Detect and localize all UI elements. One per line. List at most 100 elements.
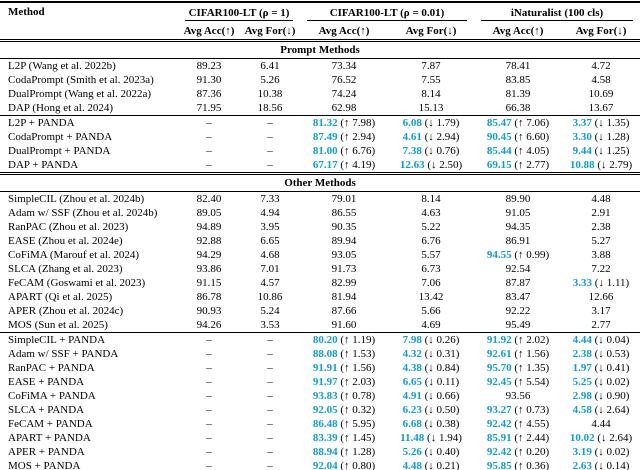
- value-cell: 2.98 (↓ 0.90): [562, 389, 640, 403]
- value-cell: 89.23: [196, 60, 222, 72]
- value-cell: 91.30: [196, 74, 222, 86]
- highlight-value: 2.38: [572, 348, 592, 360]
- highlight-value: 92.42: [486, 418, 512, 430]
- value-cell: 94.26: [196, 319, 222, 331]
- value-cell: 2.38 (↓ 0.53): [562, 347, 640, 361]
- method-cell: MOS (Sun et al. 2025): [8, 319, 108, 331]
- table-row: CodaPrompt + PANDA – –87.49 (↑ 2.94) 4.61 (…: [0, 130, 640, 144]
- value-cell: 92.42 (↑ 0.20): [474, 445, 562, 459]
- value-cell: 80.20 (↑ 1.19): [300, 332, 388, 347]
- highlight-value: 6.23: [402, 404, 422, 416]
- value-cell: 4.58: [591, 74, 611, 86]
- method-cell: DAP + PANDA: [8, 159, 79, 171]
- delta-value: (↑ 6.76): [340, 145, 376, 157]
- value-cell: 81.32 (↑ 7.98): [300, 115, 388, 130]
- value-cell: 94.29: [196, 249, 222, 261]
- value-cell: 3.30 (↓ 1.28): [562, 130, 640, 144]
- value-cell: –: [240, 332, 300, 347]
- table-row: RanPAC + PANDA – –91.91 (↑ 1.56) 4.38 (↓ 0.…: [0, 361, 640, 375]
- table-row: SLCA (Zhang et al. 2023) 93.86 7.01 91.73 6.…: [0, 262, 640, 276]
- table-row: Adam w/ SSF + PANDA – –88.08 (↑ 1.53) 4.32 …: [0, 347, 640, 361]
- value-cell: 89.94: [331, 235, 357, 247]
- table-row: L2P + PANDA – –81.32 (↑ 7.98) 6.08 (↓ 1.79)…: [0, 115, 640, 130]
- value-cell: 4.44: [591, 418, 611, 430]
- value-cell: 4.32 (↓ 0.31): [388, 347, 474, 361]
- value-cell: –: [206, 159, 212, 171]
- method-cell: FeCAM + PANDA: [8, 418, 93, 430]
- value-cell: 7.01: [260, 263, 280, 275]
- value-cell: 93.27 (↑ 0.73): [474, 403, 562, 417]
- section-header-row: Other Methods: [0, 172, 640, 192]
- value-cell: 3.33 (↓ 1.11): [562, 276, 640, 290]
- value-cell: 4.44 (↓ 0.04): [562, 332, 640, 347]
- value-cell: –: [178, 332, 240, 347]
- value-cell: 95.49: [505, 319, 531, 331]
- value-cell: 69.15 (↑ 2.77): [474, 158, 562, 174]
- value-cell: 10.69: [588, 88, 614, 100]
- table-row: MOS (Sun et al. 2025) 94.26 3.53 91.60 4.69 9…: [0, 318, 640, 333]
- table-row: CoFiMA + PANDA – –93.83 (↑ 0.78) 4.91 (↓ 0.…: [0, 389, 640, 403]
- delta-value: (↑ 0.78): [340, 390, 376, 402]
- delta-value: (↑ 1.56): [340, 362, 376, 374]
- value-cell: 4.48: [591, 193, 611, 205]
- value-cell: 62.98: [331, 102, 357, 114]
- table-row: APART (Qi et al. 2025) 86.78 10.86 81.94 13.…: [0, 290, 640, 304]
- highlight-value: 95.70: [486, 362, 512, 374]
- value-cell: 9.44 (↓ 1.25): [562, 144, 640, 158]
- method-cell: APER (Zhou et al. 2024c): [8, 305, 124, 317]
- table-row: FeCAM (Goswami et al. 2023) 91.15 4.57 82.9…: [0, 276, 640, 290]
- highlight-value: 6.65: [402, 376, 423, 388]
- value-cell: –: [267, 446, 273, 458]
- highlight-value: 87.49: [312, 131, 338, 143]
- table-row: APER + PANDA – –88.94 (↑ 1.28) 5.26 (↓ 0.40…: [0, 445, 640, 459]
- method-cell: MOS + PANDA: [8, 460, 81, 470]
- value-cell: 85.44 (↑ 4.05): [474, 144, 562, 158]
- delta-value: (↓ 0.41): [594, 362, 630, 374]
- value-cell: 6.76: [421, 235, 441, 247]
- delta-value: (↓ 0.38): [424, 418, 460, 430]
- highlight-value: 4.91: [402, 390, 422, 402]
- value-cell: –: [267, 145, 273, 157]
- value-cell: 67.17 (↑ 4.19): [300, 158, 388, 174]
- value-cell: 90.45 (↑ 6.60): [474, 130, 562, 144]
- value-cell: 4.68: [260, 249, 280, 261]
- value-cell: 7.98 (↓ 0.26): [388, 332, 474, 347]
- table-row: DualPrompt (Wang et al. 2022a) 87.36 10.38…: [0, 87, 640, 101]
- method-cell: Adam w/ SSF (Zhou et al. 2024b): [8, 207, 158, 219]
- value-cell: 66.38: [505, 102, 531, 114]
- value-cell: 92.42 (↑ 4.55): [474, 417, 562, 431]
- value-cell: 4.91 (↓ 0.66): [388, 389, 474, 403]
- value-cell: –: [267, 362, 273, 374]
- delta-value: (↓ 2.64): [597, 432, 633, 444]
- table-row: RanPAC (Zhou et al. 2023) 94.89 3.95 90.35 5…: [0, 220, 640, 234]
- value-cell: 92.05 (↑ 0.32): [300, 403, 388, 417]
- highlight-value: 9.44: [572, 145, 592, 157]
- delta-value: (↑ 4.55): [514, 418, 550, 430]
- highlight-value: 4.38: [402, 362, 422, 374]
- table-row: FeCAM + PANDA – –86.48 (↑ 5.95) 6.68 (↓ 0.3…: [0, 417, 640, 431]
- highlight-value: 4.32: [402, 348, 422, 360]
- delta-value: (↓ 0.84): [424, 362, 460, 374]
- table-row: SLCA + PANDA – –92.05 (↑ 0.32) 6.23 (↓ 0.50…: [0, 403, 640, 417]
- value-cell: 83.47: [505, 291, 531, 303]
- value-cell: 2.38: [591, 221, 611, 233]
- value-cell: 93.56: [505, 390, 531, 402]
- highlight-value: 4.44: [572, 334, 592, 346]
- delta-value: (↑ 2.03): [340, 376, 376, 388]
- value-cell: 92.54: [505, 263, 531, 275]
- method-cell: L2P (Wang et al. 2022b): [8, 60, 116, 72]
- table-row: SimpleCIL + PANDA – –80.20 (↑ 1.19) 7.98 (↓…: [0, 332, 640, 347]
- table-row: APER (Zhou et al. 2024c) 90.93 5.24 87.66 5.…: [0, 304, 640, 318]
- method-cell: L2P + PANDA: [0, 115, 178, 130]
- value-cell: 86.48 (↑ 5.95): [300, 417, 388, 431]
- value-cell: –: [267, 432, 273, 444]
- method-cell: DualPrompt + PANDA: [8, 145, 111, 157]
- col-header-avg-acc: Avg Acc(↑): [474, 22, 562, 42]
- delta-value: (↓ 2.79): [597, 159, 633, 171]
- highlight-value: 5.26: [402, 446, 422, 458]
- delta-value: (↑ 2.02): [514, 334, 550, 346]
- value-cell: –: [206, 131, 212, 143]
- value-cell: 13.67: [588, 102, 614, 114]
- value-cell: 4.61 (↓ 2.94): [388, 130, 474, 144]
- method-cell: APART + PANDA: [8, 432, 91, 444]
